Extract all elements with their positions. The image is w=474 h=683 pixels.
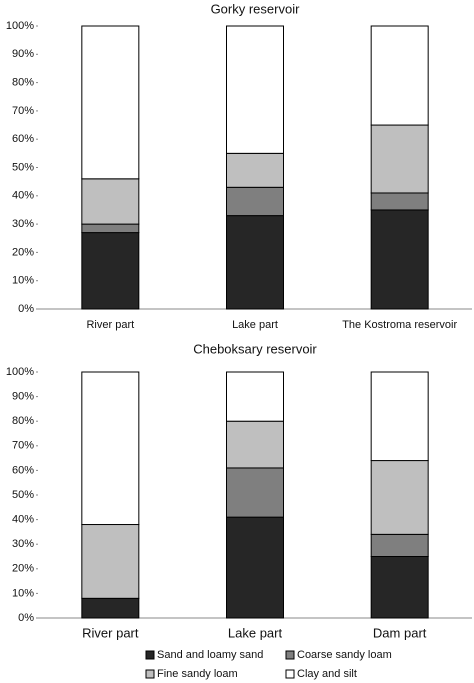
y-tick-label: 40% xyxy=(12,514,34,526)
y-tick-label: 20% xyxy=(12,563,34,575)
bar-segment xyxy=(81,597,140,619)
y-tick-label: 80% xyxy=(12,77,34,89)
bar-segment xyxy=(370,371,429,462)
bar-segment xyxy=(81,25,140,180)
bar-segment xyxy=(370,192,429,211)
bar-segment xyxy=(226,516,284,619)
bar-segment xyxy=(370,209,429,310)
y-tick-label: 30% xyxy=(12,218,34,230)
legend-swatch xyxy=(145,669,155,679)
bar-segment xyxy=(226,215,284,310)
legend-swatch xyxy=(285,669,295,679)
x-tick-label: Lake part xyxy=(228,625,283,640)
y-tick-label: 50% xyxy=(12,489,34,501)
legend-label: Coarse sandy loam xyxy=(297,649,392,661)
bar-segment xyxy=(226,371,284,422)
bar-segment xyxy=(226,186,284,217)
y-tick-label: 60% xyxy=(12,133,34,145)
bar-segment xyxy=(370,25,429,126)
y-tick-label: 100% xyxy=(6,366,34,378)
chart-title: Gorky reservoir xyxy=(211,1,301,16)
x-tick-label: Dam part xyxy=(373,625,427,640)
y-tick-label: 70% xyxy=(12,440,34,452)
y-tick-label: 10% xyxy=(12,275,34,287)
y-tick-label: 100% xyxy=(6,20,34,32)
bar-segment xyxy=(370,124,429,194)
y-tick-label: 10% xyxy=(12,587,34,599)
y-tick-label: 70% xyxy=(12,105,34,117)
legend-label: Sand and loamy sand xyxy=(157,649,263,661)
y-tick-label: 0% xyxy=(18,303,34,315)
y-tick-label: 20% xyxy=(12,246,34,258)
legend-swatch xyxy=(145,650,155,660)
legend-label: Clay and silt xyxy=(297,668,357,680)
bar-segment xyxy=(370,556,429,619)
bar-segment xyxy=(370,460,429,535)
bar-segment xyxy=(226,25,284,154)
y-tick-label: 90% xyxy=(12,391,34,403)
x-tick-label: Lake part xyxy=(232,319,278,331)
bar-segment xyxy=(81,524,140,599)
y-tick-label: 40% xyxy=(12,190,34,202)
x-tick-label: River part xyxy=(82,625,139,640)
bar-segment xyxy=(81,178,140,225)
bar-segment xyxy=(81,223,140,234)
bar-segment xyxy=(226,420,284,469)
bar-segment xyxy=(81,232,140,310)
y-tick-label: 30% xyxy=(12,538,34,550)
bar-segment xyxy=(81,371,140,526)
bar-segment xyxy=(226,152,284,188)
y-tick-label: 60% xyxy=(12,464,34,476)
y-tick-label: 90% xyxy=(12,48,34,60)
bar-segment xyxy=(226,467,284,518)
y-tick-label: 0% xyxy=(18,612,34,624)
legend-label: Fine sandy loam xyxy=(157,668,238,680)
x-tick-label: The Kostroma reservoir xyxy=(342,319,457,331)
chart-title: Cheboksary reservoir xyxy=(193,341,317,356)
x-tick-label: River part xyxy=(86,319,134,331)
legend-swatch xyxy=(285,650,295,660)
y-tick-label: 80% xyxy=(12,415,34,427)
y-tick-label: 50% xyxy=(12,161,34,173)
bar-segment xyxy=(370,533,429,557)
